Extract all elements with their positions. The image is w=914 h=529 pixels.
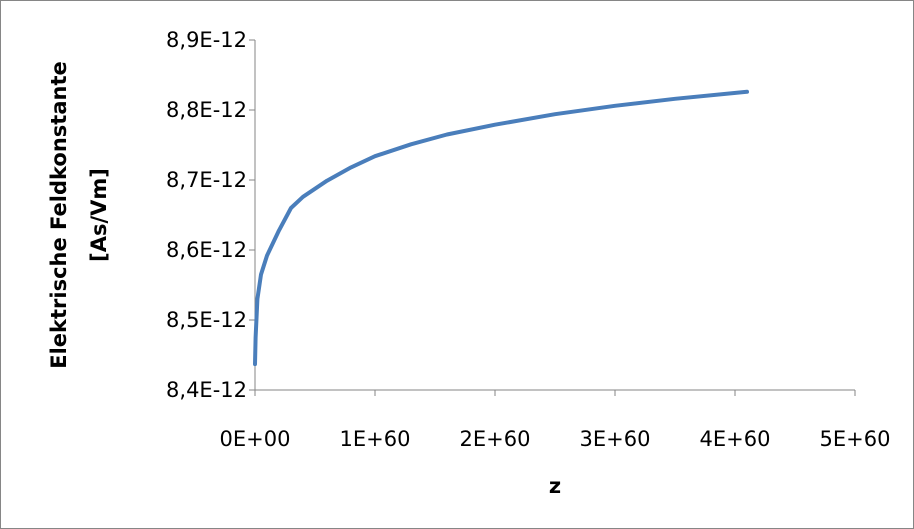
x-tick-label: 4E+60 [700,427,771,451]
y-tick-label: 8,9E-12 [166,28,247,52]
series-layer [253,89,749,367]
y-tick-label: 8,4E-12 [166,378,247,402]
x-ticks: 0E+00 1E+60 2E+60 3E+60 4E+60 5E+60 [220,390,891,451]
x-tick-label: 5E+60 [820,427,891,451]
y-tick-label: 8,7E-12 [166,168,247,192]
x-axis-title: z [549,474,561,498]
y-tick-label: 8,6E-12 [166,238,247,262]
series-line [253,89,749,367]
y-ticks: 8,4E-12 8,5E-12 8,6E-12 8,7E-12 8,8E-12 8,9E-… [166,28,255,402]
x-tick-label: 0E+00 [220,427,291,451]
x-tick-label: 3E+60 [580,427,651,451]
y-tick-label: 8,5E-12 [166,308,247,332]
x-tick-label: 2E+60 [460,427,531,451]
x-tick-label: 1E+60 [340,427,411,451]
y-axis-title: Elektrische Feldkonstante [As/Vm] [47,61,111,368]
y-axis-title-line-2: [As/Vm] [87,168,111,262]
y-axis-title-line-1: Elektrische Feldkonstante [47,61,71,368]
y-tick-label: 8,8E-12 [166,98,247,122]
